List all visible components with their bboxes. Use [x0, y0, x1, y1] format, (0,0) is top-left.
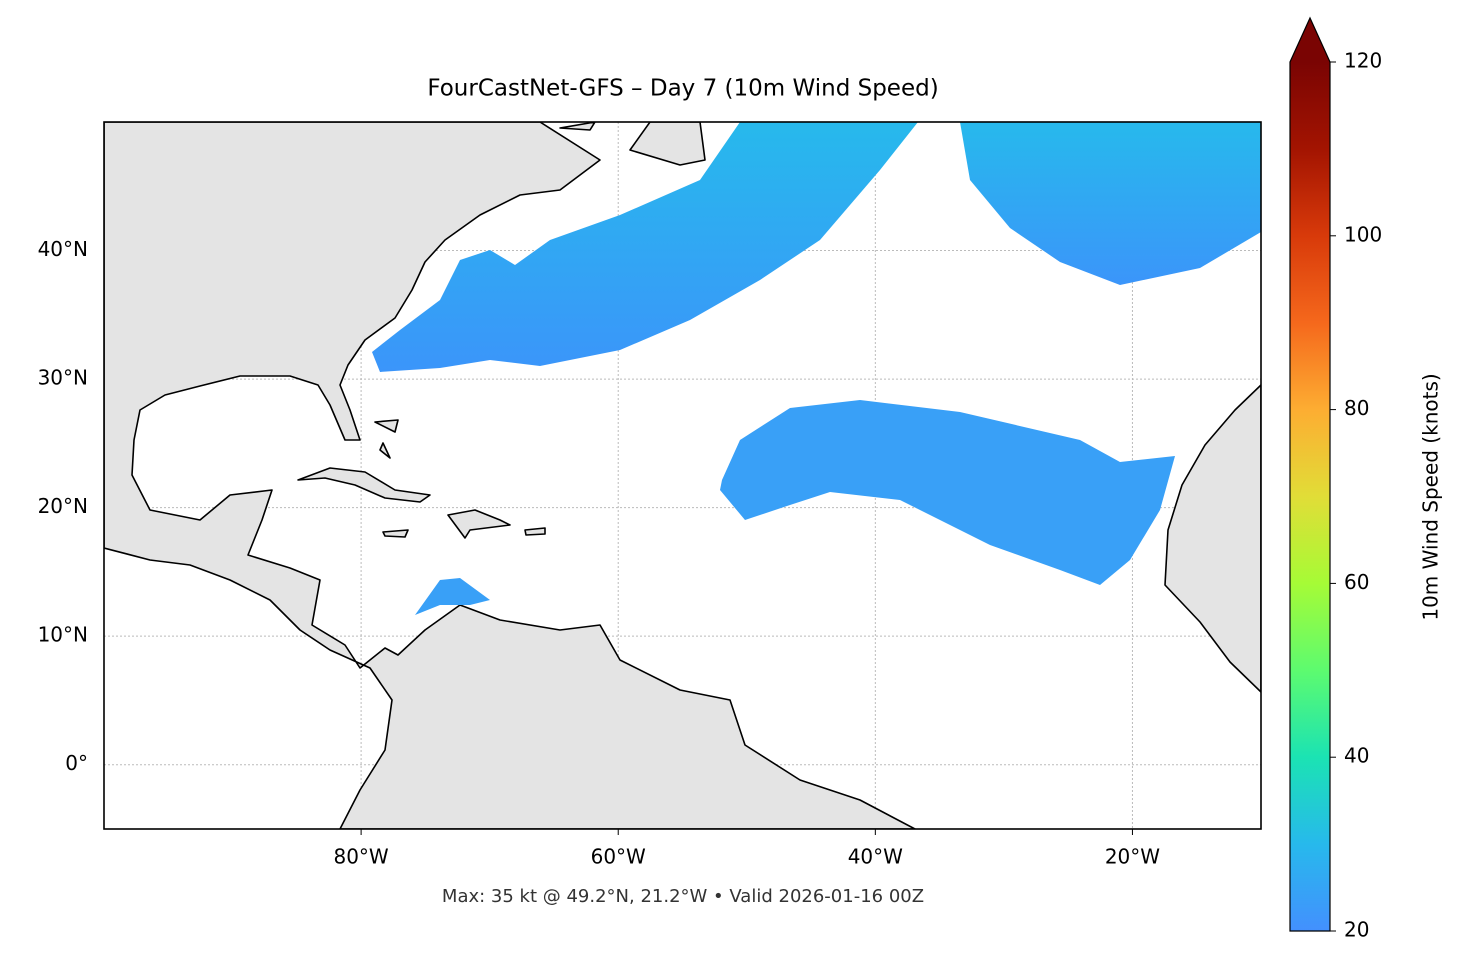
y-tick-label: 30°N	[38, 366, 88, 390]
colorbar-tick-label: 100	[1344, 222, 1382, 246]
colorbar-tick-label: 60	[1344, 570, 1369, 594]
colorbar-tick-label: 20	[1344, 918, 1369, 942]
wind-swath	[415, 578, 490, 615]
x-tick-label: 60°W	[591, 845, 646, 869]
x-tick-label: 40°W	[848, 845, 903, 869]
hispaniola	[447, 509, 511, 539]
map-frame	[103, 121, 1262, 830]
wind-swath	[372, 122, 918, 372]
jamaica	[382, 529, 409, 538]
wind-swath	[720, 400, 1175, 585]
wind-swath	[960, 122, 1261, 285]
colorbar-label: 10m Wind Speed (knots)	[1419, 373, 1443, 620]
colorbar-gradient	[1290, 62, 1330, 931]
puerto-rico	[524, 527, 546, 536]
chart-title: FourCastNet-GFS – Day 7 (10m Wind Speed)	[427, 76, 938, 102]
x-tick-label: 80°W	[333, 845, 388, 869]
africa	[1164, 384, 1261, 693]
map	[104, 122, 1261, 829]
colorbar-frame	[1289, 16, 1331, 932]
y-tick-label: 40°N	[38, 237, 88, 261]
colorbar-extend	[1290, 18, 1330, 62]
bahamas	[374, 419, 399, 459]
y-tick-label: 0°	[65, 751, 88, 775]
colorbar-tick-label: 40	[1344, 744, 1369, 768]
y-tick-label: 10°N	[38, 623, 88, 647]
caption: Max: 35 kt @ 49.2°N, 21.2°W • Valid 2026…	[442, 886, 924, 907]
americas	[104, 122, 916, 829]
colorbar-tick-label: 120	[1344, 49, 1382, 73]
newfoundland	[559, 122, 706, 166]
colorbar: 20 40 60 80 100 120	[1289, 16, 1382, 942]
y-tick-label: 20°N	[38, 494, 88, 518]
x-tick-label: 20°W	[1105, 845, 1160, 869]
cuba	[297, 467, 431, 503]
colorbar-tick-label: 80	[1344, 396, 1369, 420]
